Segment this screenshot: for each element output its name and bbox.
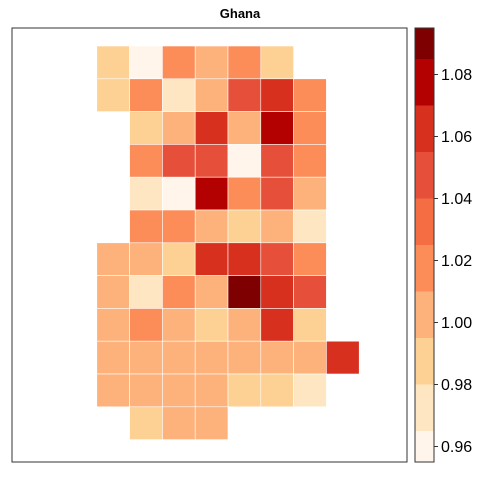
heatmap-cell: [194, 373, 229, 408]
heatmap-cell: [227, 78, 262, 112]
heatmap-cell: [293, 111, 327, 145]
heatmap-cell: [227, 176, 262, 211]
heatmap-cell: [227, 111, 262, 145]
heatmap-cell: [194, 78, 229, 112]
heatmap-cell: [162, 340, 196, 375]
heatmap-cell: [96, 78, 130, 112]
heatmap-cell: [260, 78, 294, 112]
heatmap-cell: [227, 308, 262, 342]
heatmap-cell: [227, 209, 262, 244]
heatmap-cell: [260, 242, 294, 276]
heatmap-cell: [162, 176, 196, 211]
heatmap-cell: [162, 275, 196, 309]
heatmap-cell: [162, 45, 196, 80]
colorbar-tick-label: 0.96: [441, 439, 472, 456]
heatmap-cell: [260, 308, 294, 342]
heatmap-cell: [194, 275, 229, 309]
colorbar-swatch: [415, 198, 434, 245]
heatmap-cell: [129, 242, 163, 276]
heatmap-cell: [194, 144, 229, 178]
heatmap-cell: [326, 340, 360, 375]
heatmap-cell: [194, 209, 229, 244]
heatmap-cell: [129, 45, 163, 80]
heatmap-cell: [162, 111, 196, 145]
heatmap-cell: [227, 373, 262, 408]
heatmap-cell: [162, 406, 196, 440]
heatmap-cell: [260, 373, 294, 408]
colorbar-tick-label: 1.00: [441, 315, 472, 332]
heatmap-cell: [227, 242, 262, 276]
heatmap-cell: [96, 308, 130, 342]
heatmap-cell: [227, 275, 262, 309]
heatmap-cell: [194, 176, 229, 211]
heatmap-cell: [293, 373, 327, 408]
heatmap-cell: [129, 111, 163, 145]
heatmap-cell: [129, 144, 163, 178]
heatmap-cell: [96, 45, 130, 80]
colorbar-swatch: [415, 152, 434, 199]
heatmap-cell: [129, 406, 163, 440]
colorbar-swatch: [415, 431, 434, 462]
heatmap-cell: [162, 308, 196, 342]
heatmap-cell: [129, 275, 163, 309]
heatmap-cell: [96, 340, 130, 375]
heatmap-cell: [194, 45, 229, 80]
heatmap-cell: [293, 242, 327, 276]
colorbar-swatch: [415, 28, 434, 59]
colorbar-swatch: [415, 291, 434, 338]
heatmap-cell: [129, 209, 163, 244]
heatmap-cell: [227, 340, 262, 375]
heatmap-cell: [129, 308, 163, 342]
heatmap-cell: [129, 176, 163, 211]
colorbar-swatch: [415, 105, 434, 152]
heatmap-cell: [96, 275, 130, 309]
heatmap-cell: [194, 340, 229, 375]
heatmap-cell: [162, 144, 196, 178]
colorbar-swatch: [415, 245, 434, 292]
heatmap-cell: [129, 340, 163, 375]
heatmap-cell: [260, 176, 294, 211]
heatmap-cell: [293, 340, 327, 375]
colorbar: 0.96 0.98 1.00 1.02 1.04 1.06 1.08: [414, 27, 472, 463]
heatmap-cell: [194, 406, 229, 440]
colorbar-swatch: [415, 59, 434, 106]
colorbar-tick-label: 1.02: [441, 253, 472, 270]
heatmap-cell: [227, 45, 262, 80]
heatmap-cell: [194, 111, 229, 145]
heatmap-cells: [96, 45, 360, 440]
heatmap-cell: [162, 242, 196, 276]
heatmap-cell: [293, 176, 327, 211]
heatmap-cell: [260, 340, 294, 375]
heatmap-cell: [260, 209, 294, 244]
heatmap-cell: [260, 144, 294, 178]
colorbar-tick-label: 1.04: [441, 191, 472, 208]
colorbar-tick-label: 1.08: [441, 67, 472, 84]
heatmap-cell: [260, 111, 294, 145]
heatmap-cell: [129, 78, 163, 112]
colorbar-frame: [414, 27, 435, 463]
heatmap-cell: [129, 373, 163, 408]
heatmap-cell: [162, 209, 196, 244]
chart-title: Ghana: [220, 6, 261, 21]
colorbar-swatch: [415, 384, 434, 431]
heatmap-cell: [260, 275, 294, 309]
heatmap-cell: [162, 78, 196, 112]
colorbar-tick-label: 0.98: [441, 377, 472, 394]
heatmap-cell: [162, 373, 196, 408]
heatmap-cell: [293, 209, 327, 244]
heatmap-cell: [293, 275, 327, 309]
heatmap-cell: [96, 373, 130, 408]
heatmap-cell: [194, 242, 229, 276]
heatmap-cell: [293, 308, 327, 342]
heatmap-cell: [293, 78, 327, 112]
heatmap-cell: [293, 144, 327, 178]
heatmap-cell: [96, 242, 130, 276]
heatmap-cell: [194, 308, 229, 342]
heatmap-cell: [260, 45, 294, 80]
heatmap-cell: [227, 144, 262, 178]
colorbar-swatch: [415, 338, 434, 385]
colorbar-tick-label: 1.06: [441, 129, 472, 146]
